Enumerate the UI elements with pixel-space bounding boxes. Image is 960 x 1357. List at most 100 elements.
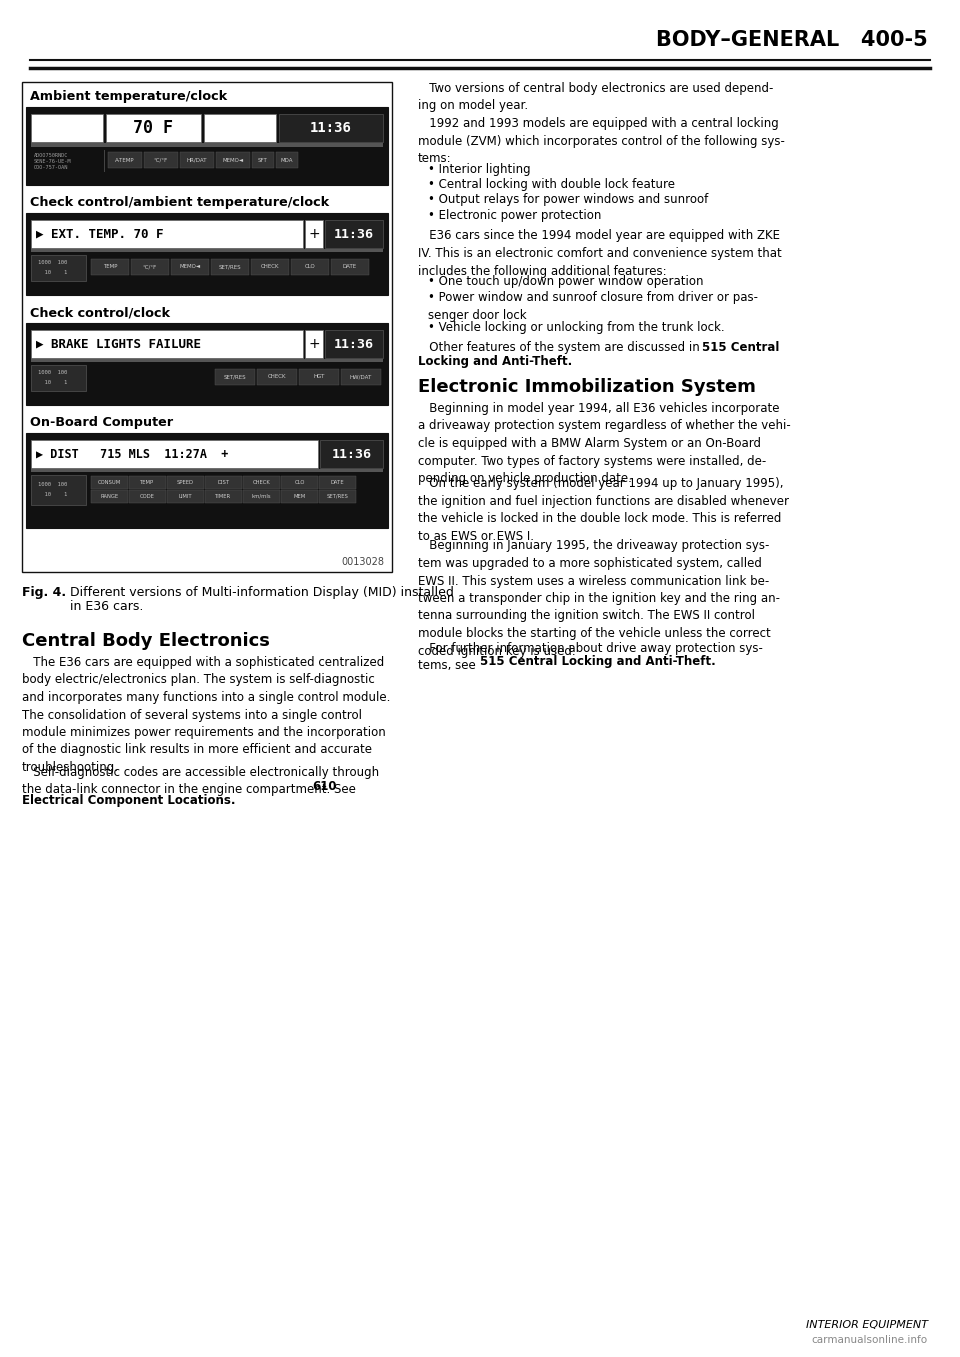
Text: Beginning in January 1995, the driveaway protection sys-
tem was upgraded to a m: Beginning in January 1995, the driveaway… [418, 540, 780, 658]
Text: 515 Central Locking and Anti-Theft.: 515 Central Locking and Anti-Theft. [480, 655, 716, 669]
Bar [281, 490, 318, 503]
Bar [251, 259, 289, 275]
Bar [325, 330, 383, 358]
Text: 11:36: 11:36 [310, 121, 352, 134]
Text: 10    1: 10 1 [38, 493, 67, 498]
Text: 1000  100: 1000 100 [38, 259, 67, 265]
Bar [205, 490, 242, 503]
Bar [26, 213, 388, 294]
Text: • One touch up/down power window operation: • One touch up/down power window operati… [428, 275, 704, 288]
Text: Central Body Electronics: Central Body Electronics [22, 632, 270, 650]
Bar [243, 490, 280, 503]
Bar [204, 114, 276, 142]
Bar [91, 490, 128, 503]
Text: On-Board Computer: On-Board Computer [30, 417, 173, 429]
Text: HGT: HGT [313, 375, 324, 380]
Bar [216, 152, 250, 168]
Bar [331, 259, 369, 275]
Text: A-TEMP: A-TEMP [115, 157, 134, 163]
Text: DIST: DIST [217, 480, 229, 484]
Bar [180, 152, 214, 168]
Text: ADOO750RNDC
SENE-76-UE-M
OOO-757-OAN: ADOO750RNDC SENE-76-UE-M OOO-757-OAN [34, 153, 71, 170]
Text: SET/RES: SET/RES [326, 494, 348, 499]
Bar [131, 259, 169, 275]
Text: Self-diagnostic codes are accessible electronically through
the data-link connec: Self-diagnostic codes are accessible ele… [22, 765, 379, 797]
Text: 11:36: 11:36 [334, 338, 374, 350]
Bar [91, 259, 129, 275]
Text: ▶ EXT. TEMP. 70 F: ▶ EXT. TEMP. 70 F [36, 228, 163, 240]
Bar [299, 369, 339, 385]
Text: E36 cars since the 1994 model year are equipped with ZKE
IV. This is an electron: E36 cars since the 1994 model year are e… [418, 229, 781, 277]
Bar [167, 490, 204, 503]
Text: +: + [308, 227, 320, 242]
Bar [319, 476, 356, 489]
Bar [319, 490, 356, 503]
Bar [22, 81, 392, 573]
Text: SET/RES: SET/RES [224, 375, 247, 380]
Text: • Central locking with double lock feature: • Central locking with double lock featu… [428, 178, 675, 191]
Bar [31, 142, 383, 147]
Text: MEM: MEM [294, 494, 305, 499]
Bar [305, 220, 323, 248]
Text: • Vehicle locking or unlocking from the trunk lock.: • Vehicle locking or unlocking from the … [428, 322, 725, 334]
Bar [341, 369, 381, 385]
Bar [279, 114, 383, 142]
Bar [31, 248, 383, 252]
Text: °C/°F: °C/°F [154, 157, 168, 163]
Text: °C/°F: °C/°F [143, 265, 157, 270]
Text: Two versions of central body electronics are used depend-
ing on model year.: Two versions of central body electronics… [418, 81, 774, 113]
Text: CLO: CLO [304, 265, 316, 270]
Text: Electronic Immobilization System: Electronic Immobilization System [418, 379, 756, 396]
Bar [243, 476, 280, 489]
Text: On the early system (model year 1994 up to January 1995),
the ignition and fuel : On the early system (model year 1994 up … [418, 478, 789, 543]
Bar [215, 369, 255, 385]
Bar [31, 330, 303, 358]
Text: +: + [308, 337, 320, 351]
Text: TEMP: TEMP [140, 480, 155, 484]
Text: Fig. 4.: Fig. 4. [22, 586, 66, 598]
Bar [305, 330, 323, 358]
Bar [26, 107, 388, 185]
Text: 610: 610 [312, 780, 337, 792]
Text: SFT: SFT [258, 157, 268, 163]
Bar [106, 114, 201, 142]
Text: • Electronic power protection: • Electronic power protection [428, 209, 601, 223]
Bar [276, 152, 298, 168]
Bar [291, 259, 329, 275]
Bar [281, 476, 318, 489]
Bar [167, 476, 204, 489]
Text: For further information about drive away protection sys-
tems, see: For further information about drive away… [418, 642, 763, 673]
Text: carmanualsonline.info: carmanualsonline.info [812, 1335, 928, 1345]
Text: CHECK: CHECK [252, 480, 271, 484]
Text: 1992 and 1993 models are equipped with a central locking
module (ZVM) which inco: 1992 and 1993 models are equipped with a… [418, 117, 785, 166]
Bar [129, 476, 166, 489]
Text: ▶ BRAKE LIGHTS FAILURE: ▶ BRAKE LIGHTS FAILURE [36, 338, 201, 350]
Text: HR/DAT: HR/DAT [187, 157, 207, 163]
Text: Check control/ambient temperature/clock: Check control/ambient temperature/clock [30, 195, 329, 209]
Text: TEMP: TEMP [103, 265, 117, 270]
Bar [325, 220, 383, 248]
Text: in E36 cars.: in E36 cars. [70, 600, 143, 613]
Bar [31, 255, 86, 281]
Bar [205, 476, 242, 489]
Bar [31, 114, 103, 142]
Text: 1000  100: 1000 100 [38, 369, 67, 375]
Text: 10    1: 10 1 [38, 270, 67, 275]
Bar [129, 490, 166, 503]
Text: 515 Central: 515 Central [702, 341, 780, 354]
Bar [31, 365, 86, 391]
Text: ▶ DIST   715 MLS  11:27A  +: ▶ DIST 715 MLS 11:27A + [36, 448, 228, 460]
Bar [104, 151, 105, 172]
Text: CONSUM: CONSUM [98, 480, 121, 484]
Bar [211, 259, 249, 275]
Text: LIMIT: LIMIT [179, 494, 192, 499]
Text: DATE: DATE [330, 480, 345, 484]
Text: km/mls: km/mls [252, 494, 272, 499]
Text: 11:36: 11:36 [334, 228, 374, 240]
Text: Check control/clock: Check control/clock [30, 305, 170, 319]
Bar [31, 220, 303, 248]
Text: Electrical Component Locations.: Electrical Component Locations. [22, 794, 235, 807]
Text: SPEED: SPEED [177, 480, 194, 484]
Text: 0013028: 0013028 [341, 556, 384, 567]
Bar [320, 440, 383, 468]
